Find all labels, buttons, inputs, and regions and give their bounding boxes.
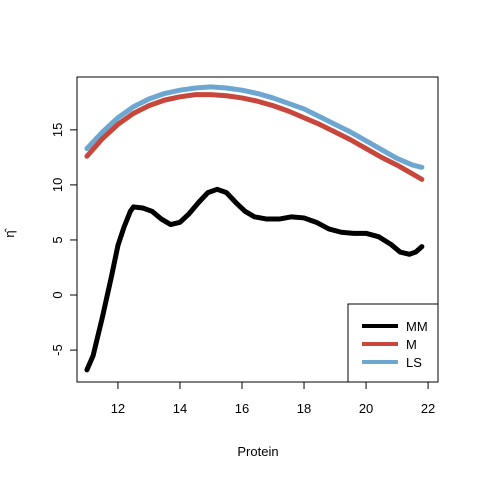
x-tick-label: 14 [173, 401, 187, 416]
x-tick-label: 18 [297, 401, 311, 416]
series-line-m [84, 92, 425, 182]
legend-label-m: M [406, 337, 417, 352]
y-axis-label: η̂ [2, 227, 17, 237]
x-axis-label: Protein [237, 444, 278, 459]
y-tick-label: 0 [50, 291, 65, 298]
x-tick-label: 20 [359, 401, 373, 416]
x-tick-label: 16 [235, 401, 249, 416]
x-axis: 12 14 16 18 20 22 [111, 381, 435, 416]
y-tick-label: 15 [50, 123, 65, 137]
legend-label-mm: MM [406, 319, 428, 334]
series-line-mm [84, 186, 425, 373]
y-tick-label: 10 [50, 178, 65, 192]
y-axis: -5 0 5 10 15 [50, 123, 78, 356]
x-tick-label: 12 [111, 401, 125, 416]
x-tick-label: 22 [421, 401, 435, 416]
y-tick-label: -5 [50, 344, 65, 356]
series-line-ls [84, 84, 425, 170]
y-tick-label: 5 [50, 236, 65, 243]
legend-label-ls: LS [406, 355, 422, 370]
series-layer [84, 84, 425, 373]
